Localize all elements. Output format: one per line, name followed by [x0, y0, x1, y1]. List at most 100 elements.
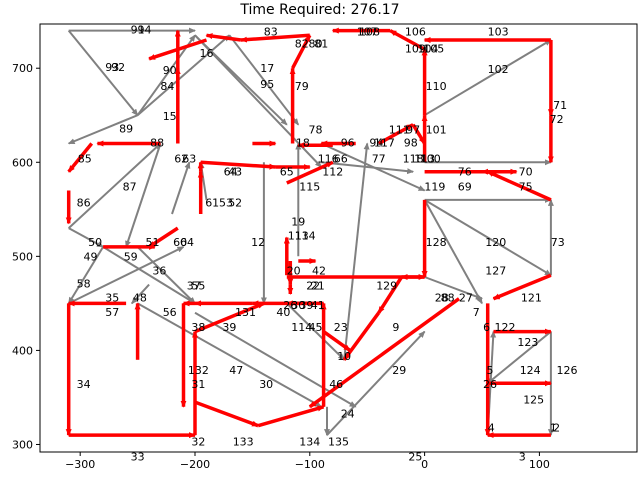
gray-edge-9	[102, 246, 196, 305]
node-label-56: 53	[219, 197, 233, 210]
node-label-90: 57	[105, 306, 119, 319]
node-label-85: 48	[133, 292, 147, 305]
node-label-35: 117	[374, 137, 395, 150]
node-label-8: 17	[260, 62, 274, 75]
gray-edge-4	[67, 114, 138, 145]
node-label-9: 95	[260, 78, 274, 91]
node-label-82: 55	[191, 279, 205, 292]
node-label-50: 76	[458, 166, 472, 179]
node-label-59: 119	[424, 181, 445, 194]
node-label-94: 26	[283, 299, 297, 312]
node-label-19: 105	[423, 42, 444, 55]
gray-edge-21	[320, 142, 426, 192]
node-label-41: 43	[228, 166, 242, 179]
node-label-118: 26	[483, 378, 497, 391]
node-label-23: 71	[553, 99, 567, 112]
node-label-129: 33	[131, 451, 145, 464]
node-label-113: 124	[520, 364, 541, 377]
node-label-46: 112	[322, 166, 343, 179]
node-label-57: 52	[228, 197, 242, 210]
node-label-96: 39	[299, 299, 313, 312]
node-label-44: 66	[334, 153, 348, 166]
node-label-68: 12	[251, 236, 265, 249]
node-label-24: 72	[550, 113, 564, 126]
node-label-69: 128	[426, 236, 447, 249]
path-edge-15	[257, 405, 325, 428]
node-label-3: 92	[111, 61, 125, 74]
node-label-62: 113	[288, 230, 309, 243]
node-label-32: 18	[296, 137, 310, 150]
node-label-100: 39	[222, 321, 236, 334]
node-label-131: 3	[519, 451, 526, 464]
node-label-86: 28	[435, 292, 449, 305]
node-label-88: 27	[459, 292, 473, 305]
node-label-98: 7	[473, 306, 480, 319]
node-label-42: 65	[280, 166, 294, 179]
node-label-13: 79	[295, 80, 309, 93]
gray-edge-3	[136, 34, 231, 116]
node-label-37: 85	[78, 153, 92, 166]
node-label-6: 16	[200, 47, 214, 60]
node-label-58: 115	[299, 181, 320, 194]
node-label-79: 22	[306, 279, 320, 292]
node-label-5: 84	[160, 80, 174, 93]
node-label-15: 108	[359, 26, 380, 39]
node-label-74: 36	[152, 264, 166, 277]
path-edge-30	[148, 38, 208, 61]
path-edge-24	[286, 160, 334, 185]
node-label-92: 131	[235, 306, 256, 319]
path-edge-2	[67, 142, 94, 173]
node-label-60: 69	[458, 181, 472, 194]
y-tick-label-3: 600	[12, 156, 33, 169]
node-label-116: 30	[259, 378, 273, 391]
node-label-14: 107	[357, 26, 378, 39]
node-label-126: 133	[233, 436, 254, 449]
y-tick-label-0: 300	[12, 438, 33, 451]
node-label-99: 38	[191, 321, 205, 334]
node-label-28: 78	[309, 123, 323, 136]
node-label-105: 6	[483, 321, 490, 334]
node-label-122: 1	[550, 422, 557, 435]
node-label-0: 91	[131, 24, 145, 37]
path-edge-56	[377, 123, 414, 146]
gray-edge-37	[171, 161, 191, 215]
node-label-40: 64	[224, 166, 238, 179]
node-label-70: 120	[485, 236, 506, 249]
x-tick-label-4: 100	[529, 458, 550, 471]
node-label-91: 56	[163, 306, 177, 319]
node-label-29: 111	[389, 123, 410, 136]
node-label-83: 129	[376, 279, 397, 292]
path-edge-36	[148, 226, 179, 249]
node-label-107: 123	[517, 336, 538, 349]
path-edges-layer	[65, 27, 554, 439]
gray-edge-18	[286, 302, 345, 361]
node-label-43: 116	[318, 153, 339, 166]
node-label-65: 51	[146, 236, 160, 249]
node-label-103: 23	[334, 321, 348, 334]
node-label-84: 35	[105, 292, 119, 305]
gray-edge-20	[321, 161, 415, 175]
gray-edge-7	[67, 246, 104, 305]
path-edge-60	[322, 330, 352, 352]
node-label-63: 114	[295, 230, 316, 243]
node-label-121: 4	[488, 422, 495, 435]
x-tick-label-3: 0	[421, 458, 428, 471]
node-label-120: 24	[341, 407, 355, 420]
node-label-33: 96	[341, 137, 355, 150]
node-label-66: 60	[173, 236, 187, 249]
gray-edge-0	[67, 29, 139, 116]
node-label-61: 19	[291, 216, 305, 229]
node-label-110: 47	[229, 364, 243, 377]
gray-edge-8	[68, 246, 185, 305]
node-label-39: 63	[182, 153, 196, 166]
gray-edge-19	[343, 142, 370, 360]
node-label-36: 98	[404, 137, 418, 150]
node-label-4: 90	[163, 64, 177, 77]
gray-edge-17	[137, 302, 323, 408]
gray-edge-32	[326, 330, 426, 436]
path-edge-54	[342, 311, 381, 361]
path-edge-29	[205, 33, 242, 42]
node-label-81: 37	[187, 279, 201, 292]
node-label-111: 29	[392, 364, 406, 377]
